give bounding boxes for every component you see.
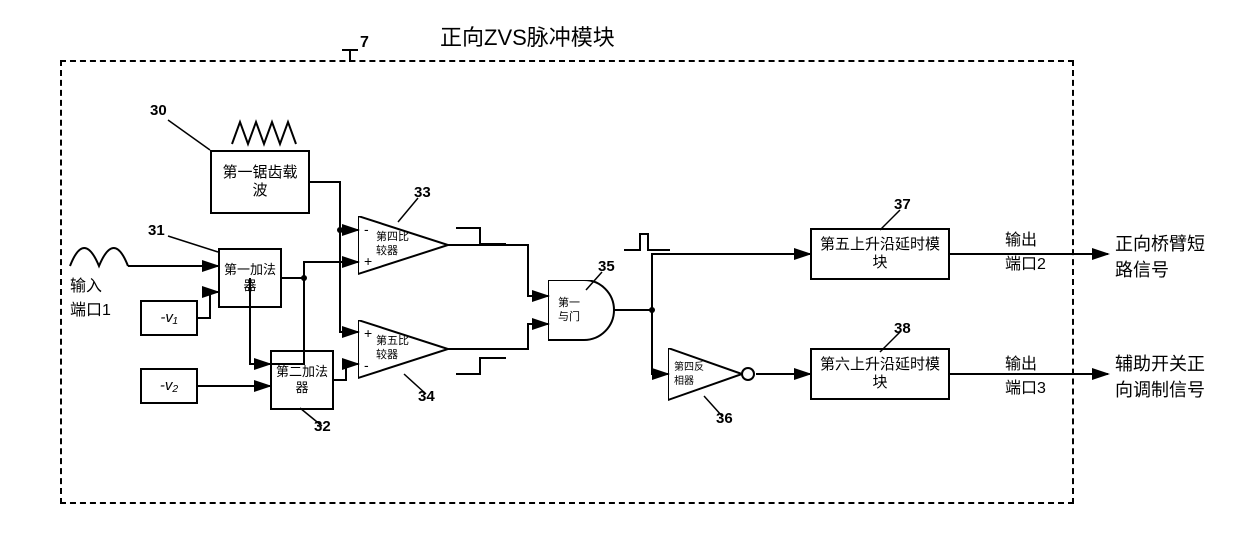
- wiring: [20, 20, 1240, 526]
